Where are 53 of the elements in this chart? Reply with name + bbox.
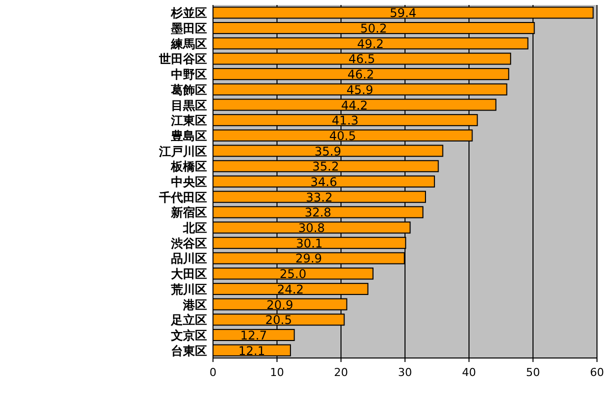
y-tick-label: 墨田区: [170, 22, 207, 36]
data-label: 32.8: [304, 206, 332, 220]
y-tick-label: 大田区: [171, 267, 207, 282]
y-tick-label: 中野区: [171, 68, 207, 82]
data-label: 33.2: [306, 190, 333, 204]
data-label: 12.7: [240, 328, 267, 342]
data-label: 24.2: [277, 282, 304, 296]
y-tick-label: 江戸川区: [158, 144, 207, 158]
data-label: 49.2: [357, 36, 384, 51]
data-label: 45.9: [346, 82, 374, 97]
x-tick-label: 20: [334, 366, 348, 379]
y-tick-label: 板橋区: [170, 160, 207, 174]
x-tick-label: 10: [270, 366, 284, 379]
data-label: 46.2: [347, 68, 374, 82]
data-label: 35.2: [312, 160, 339, 174]
y-tick-label: 世田谷区: [158, 52, 207, 66]
y-tick-label: 足立区: [170, 313, 207, 328]
x-tick-label: 50: [526, 366, 540, 379]
data-label: 50.2: [360, 22, 387, 36]
y-tick-label: 文京区: [170, 328, 207, 342]
y-tick-label: 港区: [182, 298, 207, 312]
data-label: 59.4: [390, 6, 416, 20]
data-label: 40.5: [329, 128, 356, 143]
data-label: 29.9: [295, 252, 322, 266]
y-tick-label: 北区: [182, 221, 207, 236]
data-label: 46.5: [348, 52, 376, 66]
y-tick-label: 江東区: [170, 114, 207, 128]
data-label: 25.0: [280, 267, 306, 282]
y-tick-label: 中央区: [171, 175, 207, 189]
y-tick-label: 品川区: [171, 252, 207, 266]
data-label: 20.5: [265, 313, 292, 328]
y-tick-label: 千代田区: [158, 190, 207, 204]
data-label: 30.1: [296, 236, 323, 250]
data-label: 34.6: [310, 175, 338, 189]
x-tick-label: 30: [398, 366, 412, 379]
data-label: 30.8: [298, 221, 325, 236]
y-tick-label: 杉並区: [170, 6, 207, 20]
x-tick-label: 0: [210, 366, 216, 379]
y-tick-label: 渋谷区: [170, 236, 207, 250]
data-label: 44.2: [341, 98, 368, 112]
y-tick-label: 台東区: [171, 344, 207, 358]
y-tick-label: 目黒区: [171, 98, 207, 112]
y-tick-label: 葛飾区: [170, 82, 207, 97]
y-tick-label: 荒川区: [170, 282, 207, 296]
y-tick-label: 新宿区: [170, 206, 207, 220]
x-tick-label: 40: [462, 366, 476, 379]
data-label: 35.9: [314, 144, 342, 158]
y-tick-label: 豊島区: [170, 128, 207, 143]
data-label: 41.3: [332, 114, 359, 128]
x-tick-label: 60: [590, 366, 604, 379]
data-label: 12.1: [238, 344, 266, 358]
y-tick-label: 練馬区: [170, 36, 207, 51]
data-label: 20.9: [266, 298, 294, 312]
